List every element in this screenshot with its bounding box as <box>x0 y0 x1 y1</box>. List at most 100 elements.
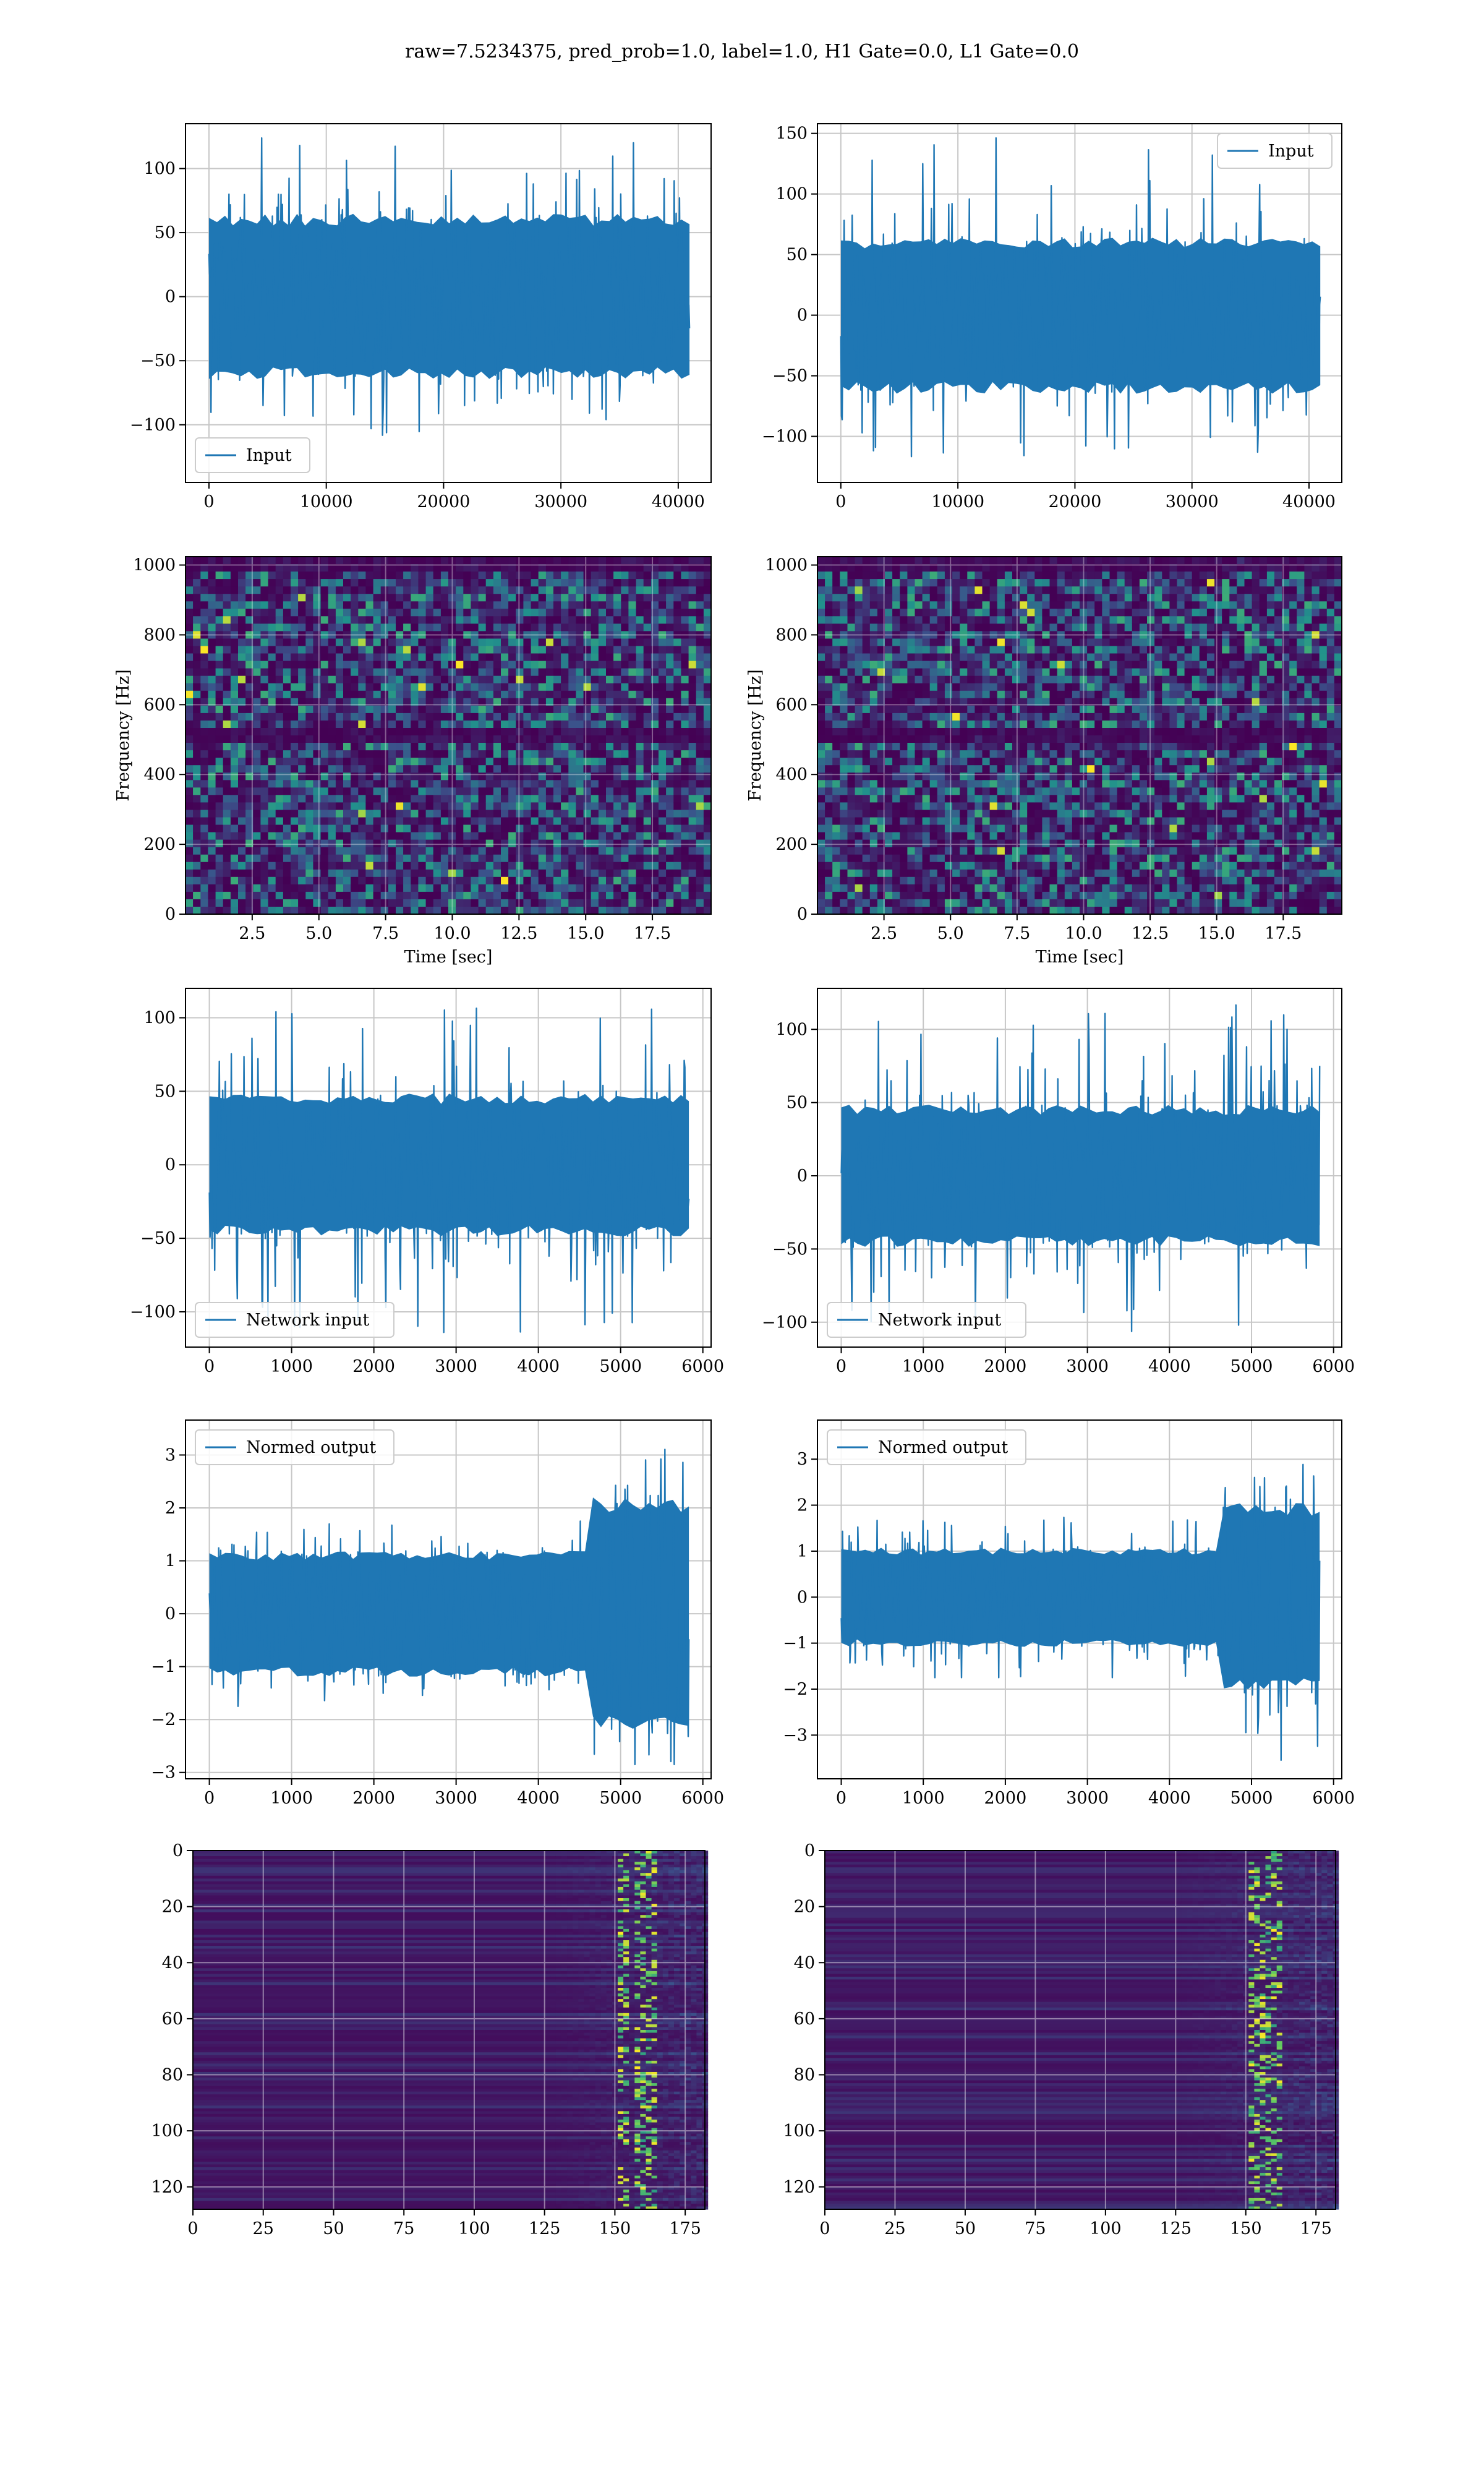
heatmap-cell <box>403 638 411 647</box>
heatmap-cell <box>478 795 487 803</box>
heatmap-cell <box>523 750 532 758</box>
heatmap-cell <box>666 720 674 729</box>
heatmap-cell <box>1020 795 1028 803</box>
heatmap-cell <box>508 780 516 788</box>
heatmap-cell <box>576 899 584 907</box>
heatmap-cell <box>967 720 975 729</box>
heatmap-cell <box>960 802 968 810</box>
heatmap-cell <box>900 758 908 766</box>
heatmap-cell <box>193 586 201 594</box>
heatmap-cell <box>1027 810 1035 818</box>
heatmap-cell <box>200 765 208 773</box>
heatmap-cell <box>245 876 254 885</box>
heatmap-cell <box>320 557 329 565</box>
heatmap-cell <box>215 594 224 602</box>
heatmap-cell <box>538 758 547 766</box>
heatmap-cell <box>862 579 871 587</box>
heatmap-cell <box>974 594 983 602</box>
heatmap-cell <box>892 601 900 609</box>
heatmap-cell <box>418 683 427 691</box>
heatmap-cell <box>832 609 840 617</box>
heatmap-cell <box>1042 907 1051 915</box>
heatmap-cell <box>1020 750 1028 758</box>
heatmap-cell <box>982 720 991 729</box>
heatmap-cell <box>855 713 863 721</box>
heatmap-cell <box>673 690 681 699</box>
heatmap-cell <box>553 728 561 736</box>
heatmap-cell <box>283 907 291 915</box>
heatmap-cell <box>960 653 968 662</box>
heatmap-cell <box>531 668 539 677</box>
heatmap-cell <box>523 839 532 848</box>
heatmap-cell <box>298 646 306 654</box>
heatmap-cell <box>215 571 224 580</box>
heatmap-cell <box>583 810 592 818</box>
heatmap-cell <box>877 623 885 631</box>
heatmap-cell <box>643 713 652 721</box>
heatmap-cell <box>591 616 599 624</box>
heatmap-cell <box>583 728 592 736</box>
heatmap-cell <box>320 616 329 624</box>
heatmap-cell <box>840 780 848 788</box>
heatmap-cell <box>418 847 427 855</box>
heatmap-cell <box>703 594 712 602</box>
heatmap-cell <box>485 891 494 900</box>
heatmap-cell <box>291 847 299 855</box>
heatmap-cell <box>335 735 344 743</box>
heatmap-cell <box>892 728 900 736</box>
heatmap-cell <box>636 698 644 706</box>
heatmap-cell <box>200 862 208 870</box>
heatmap-cell <box>1027 884 1035 892</box>
heatmap-cell <box>855 586 863 594</box>
heatmap-cell <box>929 616 938 624</box>
heatmap-cell <box>862 869 871 878</box>
heatmap-cell <box>583 854 592 863</box>
heatmap-cell <box>817 862 825 870</box>
heatmap-cell <box>929 847 938 855</box>
heatmap-cell <box>373 758 382 766</box>
heatmap-cell <box>223 557 231 565</box>
heatmap-cell <box>1020 661 1028 669</box>
heatmap-cell <box>974 638 983 647</box>
heatmap-cell <box>832 839 840 848</box>
heatmap-cell <box>508 795 516 803</box>
heatmap-cell <box>358 653 366 662</box>
heatmap-cell <box>944 571 953 580</box>
heatmap-cell <box>298 728 306 736</box>
heatmap-cell <box>967 646 975 654</box>
heatmap-cell <box>448 557 456 565</box>
heatmap-cell <box>613 698 621 706</box>
heatmap-cell <box>193 601 201 609</box>
heatmap-cell <box>869 907 878 915</box>
heatmap-cell <box>200 876 208 885</box>
heatmap-cell <box>696 817 704 826</box>
heatmap-cell <box>365 683 374 691</box>
heatmap-cell <box>892 661 900 669</box>
heatmap-cell <box>1020 609 1028 617</box>
heatmap-cell <box>380 616 389 624</box>
heatmap-cell <box>516 579 524 587</box>
heatmap-cell <box>967 832 975 841</box>
heatmap-cell <box>268 646 276 654</box>
heatmap-cell <box>628 690 637 699</box>
heatmap-cell <box>531 705 539 714</box>
heatmap-cell <box>531 735 539 743</box>
heatmap-cell <box>613 616 621 624</box>
heatmap-cell <box>621 586 629 594</box>
heatmap-cell <box>245 765 254 773</box>
heatmap-cell <box>508 891 516 900</box>
heatmap-cell <box>1012 557 1020 565</box>
heatmap-cell <box>688 780 697 788</box>
heatmap-cell <box>396 884 404 892</box>
heatmap-cell <box>456 847 464 855</box>
heatmap-cell <box>1020 713 1028 721</box>
heatmap-cell <box>591 646 599 654</box>
heatmap-cell <box>358 557 366 565</box>
heatmap-cell <box>425 601 434 609</box>
heatmap-cell <box>230 638 239 647</box>
heatmap-cell <box>628 616 637 624</box>
heatmap-cell <box>643 907 652 915</box>
heatmap-cell <box>493 579 501 587</box>
heatmap-cell <box>298 891 306 900</box>
heatmap-cell <box>1004 847 1013 855</box>
